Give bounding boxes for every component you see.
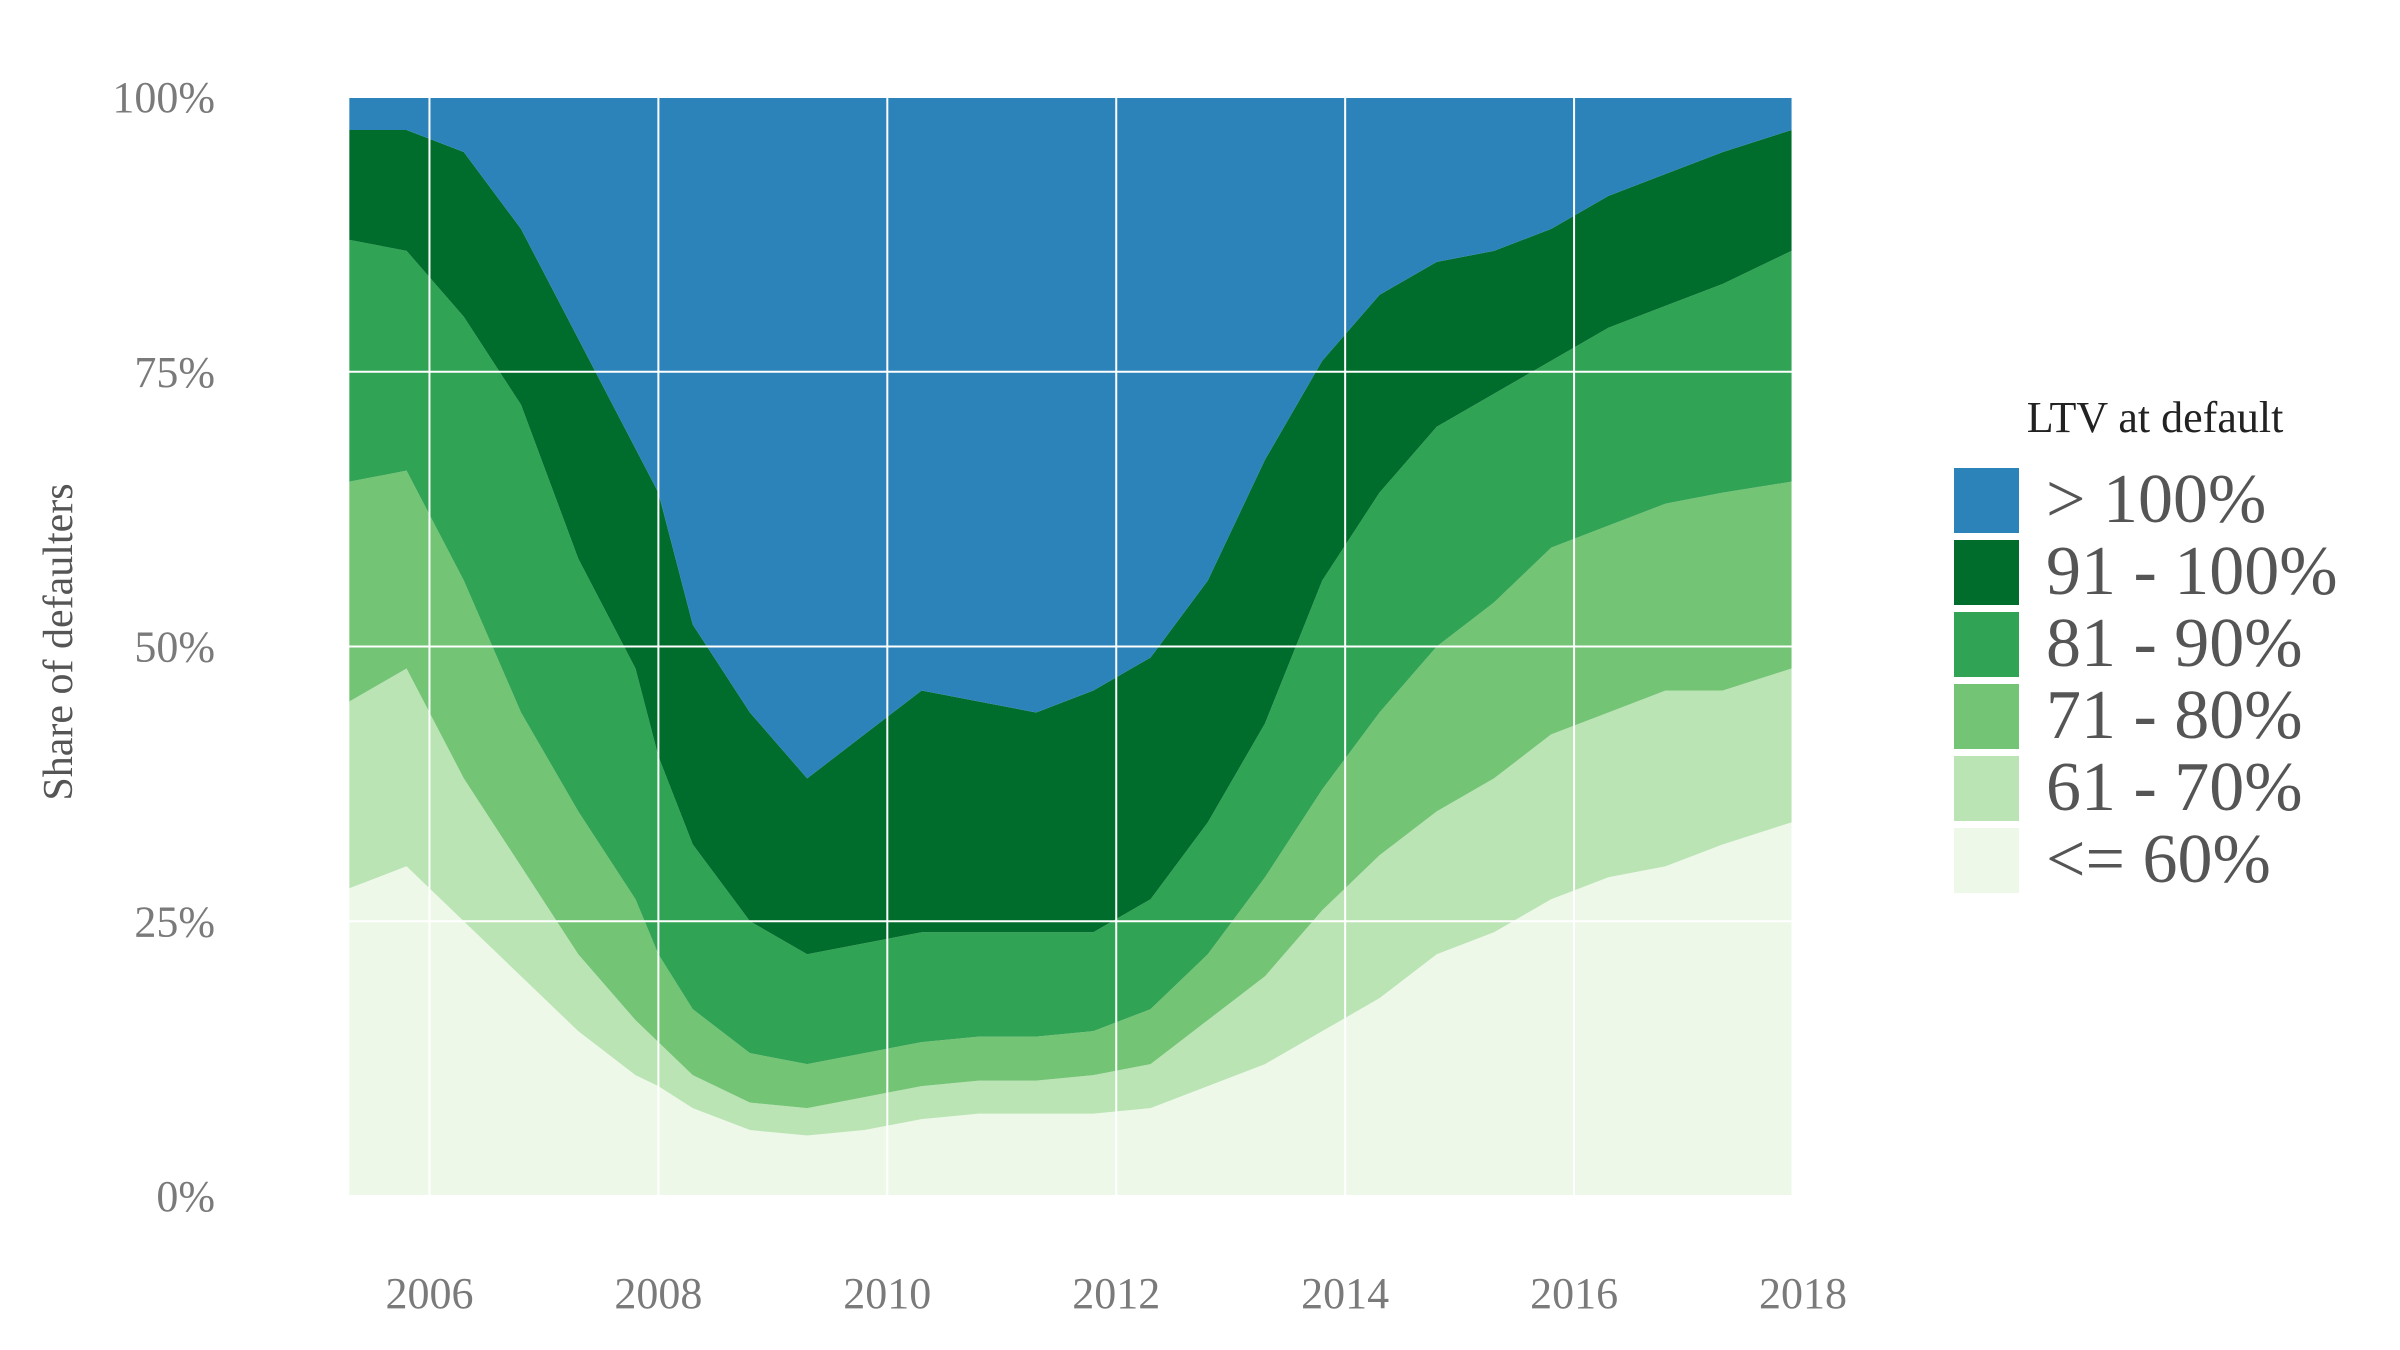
legend-swatch — [1952, 610, 2021, 679]
area-series-4 — [349, 129, 1792, 955]
x-tick-label: 2006 — [385, 1269, 473, 1318]
y-tick-label: 75% — [134, 348, 215, 397]
area-series-5 — [349, 97, 1792, 779]
y-axis-title: Share of defaulters — [36, 483, 82, 800]
area-series-0 — [349, 822, 1792, 1196]
plot-areas — [349, 97, 1792, 1196]
area-series-3 — [349, 239, 1792, 1065]
legend-label: 91 - 100% — [2046, 533, 2338, 610]
y-axis-ticks: 0% 25% 50% 75% 100% — [112, 73, 215, 1221]
y-tick-label: 0% — [156, 1172, 215, 1221]
legend-swatch — [1952, 754, 2021, 823]
grid-lines — [315, 96, 1803, 1197]
y-tick-label: 25% — [134, 897, 215, 946]
y-tick-label: 100% — [112, 73, 215, 122]
legend-swatch — [1952, 538, 2021, 607]
x-tick-label: 2014 — [1301, 1269, 1389, 1318]
legend-swatch — [1952, 826, 2021, 895]
x-tick-label: 2008 — [614, 1269, 702, 1318]
legend-swatch — [1952, 682, 2021, 751]
legend-label: 81 - 90% — [2046, 605, 2303, 682]
area-series-1 — [349, 668, 1792, 1136]
legend-title: LTV at default — [2027, 393, 2284, 442]
legend-label: > 100% — [2046, 461, 2266, 538]
legend-label: 61 - 70% — [2046, 749, 2303, 826]
x-tick-label: 2010 — [843, 1269, 931, 1318]
x-tick-label: 2012 — [1072, 1269, 1160, 1318]
legend: LTV at default > 100%91 - 100%81 - 90%71… — [1952, 393, 2338, 898]
legend-label: 71 - 80% — [2046, 677, 2303, 754]
legend-label: <= 60% — [2046, 821, 2271, 898]
legend-items: > 100%91 - 100%81 - 90%71 - 80%61 - 70%<… — [1952, 461, 2338, 898]
legend-swatch — [1952, 466, 2021, 535]
area-series-2 — [349, 470, 1792, 1109]
x-tick-label: 2018 — [1759, 1269, 1847, 1318]
y-tick-label: 50% — [134, 623, 215, 672]
x-tick-label: 2016 — [1530, 1269, 1618, 1318]
x-axis-ticks: 2006 2008 2010 2012 2014 2016 2018 — [385, 1269, 1847, 1318]
